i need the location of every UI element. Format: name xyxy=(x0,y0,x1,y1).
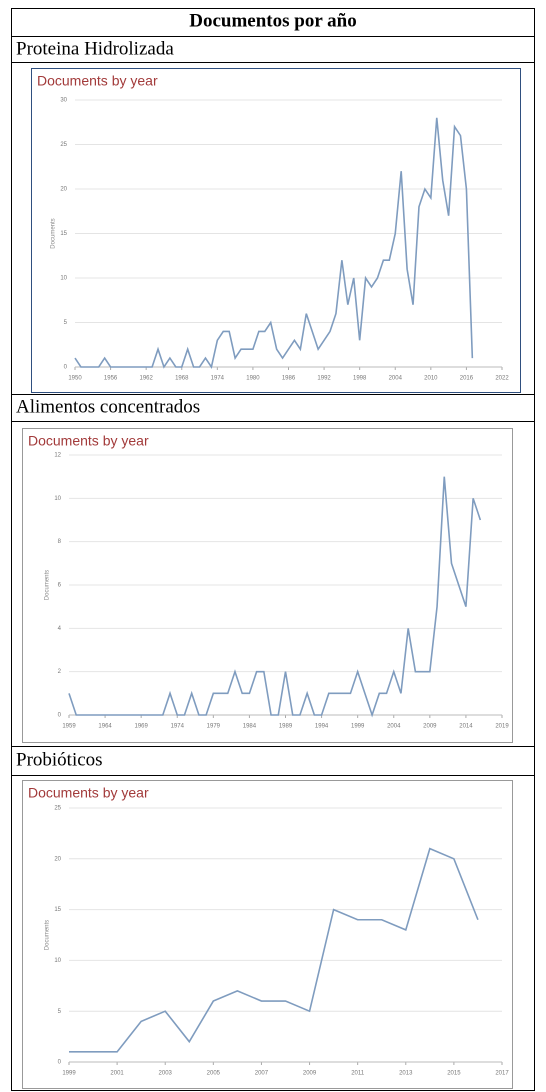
x-tick-label: 2005 xyxy=(207,1071,221,1077)
x-tick-label: 1950 xyxy=(68,376,82,382)
data-line xyxy=(68,476,482,718)
y-tick-label: 6 xyxy=(58,583,62,589)
y-tick-label: 25 xyxy=(60,142,67,148)
y-tick-label: 10 xyxy=(54,496,61,502)
x-tick-label: 1964 xyxy=(98,724,112,730)
x-tick-label: 2022 xyxy=(495,376,509,382)
chart-title: Documents by year xyxy=(28,785,149,801)
x-tick-label: 2016 xyxy=(460,376,474,382)
row-label: Probióticos xyxy=(16,749,103,770)
x-tick-label: 2009 xyxy=(303,1071,317,1077)
x-tick-label: 1984 xyxy=(243,724,257,730)
x-tick-label: 1969 xyxy=(134,724,148,730)
row-label: Alimentos concentrados xyxy=(16,396,200,417)
x-tick-label: 1998 xyxy=(353,376,367,382)
x-tick-label: 2015 xyxy=(447,1071,461,1077)
x-tick-label: 1959 xyxy=(62,724,76,730)
x-tick-label: 1980 xyxy=(246,376,260,382)
y-tick-label: 15 xyxy=(60,231,67,237)
data-line xyxy=(69,847,479,1053)
y-tick-label: 10 xyxy=(60,276,67,282)
y-tick-label: 4 xyxy=(58,626,62,632)
x-tick-label: 2003 xyxy=(159,1071,173,1077)
y-tick-label: 5 xyxy=(58,1009,62,1015)
x-tick-label: 2007 xyxy=(255,1071,269,1077)
chart-frame xyxy=(22,780,513,1089)
y-tick-label: 0 xyxy=(64,365,68,371)
table-frame xyxy=(11,8,535,1091)
x-tick-label: 1994 xyxy=(315,724,329,730)
y-axis-label: Documents xyxy=(45,570,51,600)
chart-title: Documents by year xyxy=(37,73,158,89)
y-tick-label: 25 xyxy=(54,806,61,812)
x-tick-label: 2001 xyxy=(110,1071,124,1077)
table-borders xyxy=(11,8,535,1091)
y-tick-label: 8 xyxy=(58,539,62,545)
x-tick-label: 1999 xyxy=(351,724,365,730)
y-axis-label: Documents xyxy=(51,218,57,248)
x-tick-label: 2010 xyxy=(424,376,438,382)
table-title: Documentos por año xyxy=(189,10,357,31)
x-tick-label: 2009 xyxy=(423,724,437,730)
x-tick-label: 2013 xyxy=(399,1071,413,1077)
y-tick-label: 30 xyxy=(60,98,67,104)
x-tick-label: 1989 xyxy=(279,724,293,730)
x-tick-label: 1968 xyxy=(175,376,189,382)
y-tick-label: 0 xyxy=(58,1060,62,1066)
y-tick-label: 20 xyxy=(60,187,67,193)
chart-frame xyxy=(31,68,521,393)
y-axis-label: Documents xyxy=(45,920,51,950)
x-tick-label: 2019 xyxy=(495,724,509,730)
x-tick-label: 2004 xyxy=(389,376,403,382)
data-line xyxy=(74,117,474,370)
x-tick-label: 2014 xyxy=(459,724,473,730)
y-tick-label: 0 xyxy=(58,713,62,719)
x-tick-label: 1999 xyxy=(62,1071,76,1077)
y-tick-label: 12 xyxy=(54,453,61,459)
y-tick-label: 10 xyxy=(54,958,61,964)
x-tick-label: 1992 xyxy=(317,376,331,382)
x-tick-label: 1979 xyxy=(207,724,221,730)
row-label: Proteina Hidrolizada xyxy=(16,38,174,59)
x-tick-label: 1986 xyxy=(282,376,296,382)
x-tick-label: 1956 xyxy=(104,376,118,382)
x-tick-label: 1974 xyxy=(211,376,225,382)
x-tick-label: 2011 xyxy=(351,1071,365,1077)
y-tick-label: 20 xyxy=(54,856,61,862)
x-tick-label: 1962 xyxy=(139,376,153,382)
x-tick-label: 2017 xyxy=(495,1071,509,1077)
x-tick-label: 2004 xyxy=(387,724,401,730)
chart-title: Documents by year xyxy=(28,433,149,449)
x-tick-label: 1974 xyxy=(171,724,185,730)
y-tick-label: 5 xyxy=(64,320,68,326)
y-tick-label: 2 xyxy=(58,669,62,675)
y-tick-label: 15 xyxy=(54,907,61,913)
